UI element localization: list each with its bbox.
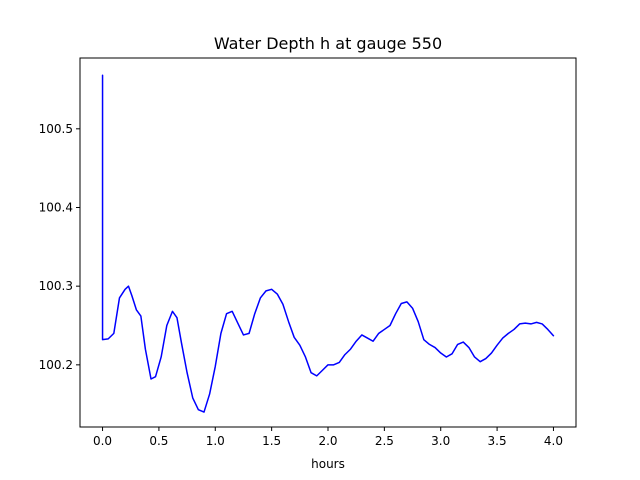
y-axis: 100.2 100.3 100.4 100.5 [39,122,80,372]
series-line-0 [101,74,555,413]
plot-frame [79,57,577,428]
y-tick-label: 100.5 [39,122,73,136]
y-tick-label: 100.3 [39,279,73,293]
x-axis-label: hours [311,457,345,471]
x-tick-label: 0.5 [149,434,168,448]
x-axis: 0.0 0.5 1.0 1.5 2.0 2.5 3.0 3.5 4.0 [93,427,563,448]
y-tick-label: 100.4 [39,200,73,214]
x-tick-label: 1.5 [262,434,281,448]
x-tick-label: 4.0 [544,434,563,448]
x-tick-label: 2.0 [318,434,337,448]
chart-title: Water Depth h at gauge 550 [214,34,442,53]
y-tick-label: 100.2 [39,358,73,372]
x-tick-label: 2.5 [375,434,394,448]
x-tick-label: 3.5 [488,434,507,448]
x-tick-label: 3.0 [431,434,450,448]
x-tick-label: 1.0 [206,434,225,448]
plot-content [101,74,555,413]
x-tick-label: 0.0 [93,434,112,448]
